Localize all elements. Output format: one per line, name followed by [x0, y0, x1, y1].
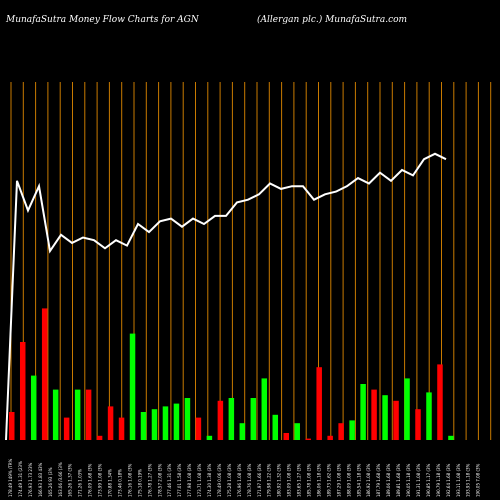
money-flow-bar [195, 417, 202, 440]
money-flow-bar [9, 412, 15, 440]
chart-header-left: MunafaSutra Money Flow Charts for AGN [6, 15, 199, 25]
x-tick-label: 178.57 2.08 (3% [157, 463, 162, 497]
money-flow-bar [327, 435, 333, 440]
x-tick-label: 173.99 1.08 (3% [98, 463, 103, 497]
x-tick-label: 176.16 1.08 (3% [127, 463, 132, 497]
x-tick-label: 186.06 1.18 (3% [316, 463, 321, 497]
x-tick-label: 180.92 1.32 (3% [277, 463, 282, 497]
x-tick-label: 178.49 149% /TR% [8, 458, 13, 497]
money-flow-bar [250, 398, 257, 440]
x-tick-label: 189.06 1.68 (3% [386, 463, 391, 497]
x-tick-label: 190.85 1.17 (3% [426, 463, 431, 497]
x-tick-label: 177.01 1.58 (3% [177, 463, 182, 497]
x-tick-label: 173.46 0.18% [117, 469, 122, 497]
money-flow-bar [228, 398, 235, 440]
money-flow-bar [30, 375, 37, 440]
x-tick-label: 165.26 93 (3% [48, 467, 53, 497]
vertical-grid [10, 82, 492, 440]
x-tick-label: 178.76 1.08 (3% [247, 463, 252, 497]
x-tick-label: 186.92 1.08 (3% [366, 463, 371, 497]
x-tick-label: 187.29 1.08 (3% [336, 463, 341, 497]
x-tick-label: 175.28 1.08 (3% [227, 463, 232, 497]
price-line [5, 152, 447, 441]
money-flow-bar [85, 389, 92, 440]
money-flow-bar [74, 389, 81, 440]
x-tick-label: 174.49 1.31 (23% [18, 461, 23, 497]
x-tick-label: 171.26 1.03% [78, 469, 83, 497]
x-tick-label: 177.46 1.31 (3% [167, 463, 172, 497]
money-flow-bar [393, 400, 399, 440]
money-flow-bar [19, 342, 26, 440]
money-flow-bar [294, 423, 300, 440]
x-tick-label: 166.93 1.83 43% [38, 462, 43, 497]
money-flow-bar [96, 435, 103, 440]
money-flow-bar [41, 308, 48, 440]
money-flow-bar [338, 423, 344, 440]
x-tick-label: 185.78 1.08 (3% [307, 463, 312, 497]
x-tick-label: 185.54 1.18 (3% [356, 463, 361, 497]
money-flow-bar [63, 417, 70, 440]
x-tick-label: 183.09 1.08 (3% [287, 463, 292, 497]
x-tick-label: 189.81 1.68 (3% [396, 463, 401, 497]
money-flow-bar [382, 395, 388, 440]
money-flow-bar [426, 392, 432, 440]
chart-header-right: (Allergan plc.) MunafaSutra.com [257, 15, 408, 25]
x-tick-label: 176.96 1.08 (3% [237, 463, 242, 497]
money-flow-bar [140, 412, 147, 440]
x-tick-label: 192.64 1.68 (3% [446, 463, 451, 497]
x-tick-label: 178.49 0.06 (3% [217, 463, 222, 497]
money-flow-bars [9, 308, 454, 440]
x-axis-labels: 178.49 149% /TR% 174.49 1.31 (23% 176.93 1… [8, 458, 481, 497]
x-tick-label: 176.93 1.73 23% [28, 462, 33, 497]
money-flow-bar [415, 409, 421, 440]
money-flow-bar [129, 333, 136, 440]
money-flow-bar [349, 420, 355, 440]
x-tick-label: 165.26 1.37 (3% [68, 463, 73, 497]
money-flow-bar [404, 378, 410, 440]
money-flow-bar [261, 378, 268, 440]
x-tick-label: 187.79 1.68 (3% [376, 463, 381, 497]
x-tick-label: 193.11 1.08 (3% [456, 463, 461, 497]
money-flow-bar [305, 438, 311, 440]
x-tick-label: 179.98 1.22 (3% [267, 463, 272, 497]
x-tick-label: 190.05 1.18 (3% [406, 463, 411, 497]
money-flow-bar [448, 435, 454, 440]
money-flow-bar [283, 433, 289, 440]
x-tick-label: 183.65 1.27 (3% [297, 463, 302, 497]
money-flow-bar [206, 435, 213, 440]
money-flow-bar [118, 417, 125, 440]
money-flow-bar [162, 406, 169, 440]
money-flow-bar [239, 423, 246, 440]
x-tick-label: 191.31 1.08 (3% [416, 463, 421, 497]
x-tick-label: 175.18 0.19% [137, 469, 142, 497]
x-tick-label: 176.09 1.68 (3% [88, 463, 93, 497]
money-flow-bar [52, 389, 59, 440]
money-flow-bar [371, 389, 377, 440]
money-flow-bar [272, 414, 279, 440]
money-flow-bar [107, 406, 114, 440]
x-tick-label: 171.97 1.66 (3% [257, 463, 262, 497]
money-flow-bar [437, 364, 443, 440]
money-flow-bar [360, 384, 366, 440]
x-tick-label: 193.93 1.18 (3% [466, 463, 471, 497]
x-tick-label: 190.05 7.08 (3% [476, 463, 481, 497]
money-flow-bar [173, 403, 180, 440]
money-flow-bar [316, 367, 322, 440]
x-tick-label: 163.06 /3.66 (3% [58, 462, 63, 497]
money-flow-bar [151, 409, 158, 440]
x-tick-label: 189.73 1.62 (3% [326, 463, 331, 497]
x-tick-label: 190.79 1.18 (3% [436, 463, 441, 497]
x-tick-label: 173.71 1.08 (3% [197, 463, 202, 497]
x-tick-label: 174.30 1.38 (3% [207, 463, 212, 497]
money-flow-bar [217, 400, 224, 440]
x-tick-label: 177.98 1.08 (3% [187, 463, 192, 497]
x-tick-label: 170.88 1.34% [108, 469, 113, 497]
x-tick-label: 188.09 1.08 (3% [346, 463, 351, 497]
x-tick-label: 176.78 1.27 (3% [147, 463, 152, 497]
money-flow-bar [184, 398, 191, 440]
